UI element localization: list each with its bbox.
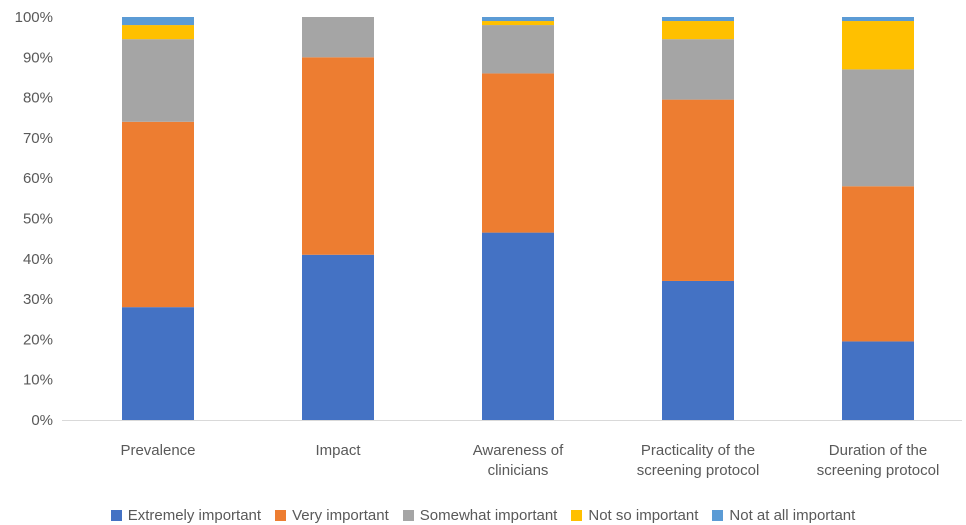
y-tick-label: 60% <box>23 170 53 187</box>
bar-segment <box>842 186 914 342</box>
y-tick-label: 50% <box>23 211 53 228</box>
legend-item: Very important <box>275 507 389 524</box>
x-category-label: screening protocol <box>637 462 760 479</box>
bar-segment <box>302 57 374 255</box>
legend-item: Not at all important <box>712 507 855 524</box>
y-tick-label: 0% <box>31 412 53 429</box>
legend-swatch <box>110 510 122 521</box>
y-tick-label: 70% <box>23 130 53 147</box>
bar-segment <box>482 25 554 74</box>
bar-stacks <box>122 17 914 420</box>
y-tick-label: 20% <box>23 331 53 348</box>
y-tick-label: 10% <box>23 372 53 389</box>
bar-segment <box>122 307 194 420</box>
legend-label: Not so important <box>588 507 699 524</box>
x-category-label: Prevalence <box>120 442 195 459</box>
bar-segment <box>482 21 554 26</box>
bar-segment <box>842 69 914 187</box>
bar-segment <box>662 99 734 281</box>
legend-swatch <box>402 510 414 521</box>
legend-label: Not at all important <box>729 507 856 524</box>
bar-segment <box>482 73 554 233</box>
legend-item: Somewhat important <box>402 507 558 524</box>
legend: Extremely important Very important Somewha… <box>0 506 966 525</box>
bar-segment <box>122 39 194 122</box>
x-category-label: Awareness of <box>473 442 564 459</box>
bar-segment <box>122 17 194 26</box>
x-category-label: Duration of the <box>829 442 927 459</box>
legend-swatch <box>571 510 583 521</box>
legend-item: Extremely important <box>110 507 262 524</box>
bar-segment <box>662 17 734 22</box>
y-axis-tick-labels: 0% 10% 20% 30% 40% 50% 60% 70% 80% 90% 100% <box>15 9 53 429</box>
y-tick-label: 40% <box>23 251 53 268</box>
bar-segment <box>122 121 194 308</box>
legend-label: Somewhat important <box>419 507 558 524</box>
bar-segment <box>662 39 734 100</box>
legend-swatch <box>712 510 724 521</box>
legend-label: Very important <box>292 507 389 524</box>
bar-segment <box>842 341 914 420</box>
bar-segment <box>482 232 554 420</box>
y-tick-label: 30% <box>23 291 53 308</box>
bar-segment <box>842 17 914 22</box>
bar-segment <box>302 17 374 58</box>
bar-segment <box>662 280 734 420</box>
bar-segment <box>122 25 194 40</box>
legend-swatch <box>275 510 287 521</box>
stacked-bar-chart: 0% 10% 20% 30% 40% 50% 60% 70% 80% 90% 100% Preval… <box>15 9 962 479</box>
bar-segment <box>662 21 734 40</box>
x-axis-category-labels: Prevalence Impact Awareness of clinicians Pr… <box>120 442 939 479</box>
legend-label: Extremely important <box>127 507 262 524</box>
x-category-label: Practicality of the <box>641 442 755 459</box>
bar-segment <box>842 21 914 70</box>
y-tick-label: 90% <box>23 49 53 66</box>
bar-segment <box>302 254 374 420</box>
legend-item: Not so important <box>571 507 698 524</box>
y-tick-label: 80% <box>23 90 53 107</box>
x-category-label: Impact <box>315 442 361 459</box>
bar-segment <box>482 17 554 22</box>
y-tick-label: 100% <box>15 9 53 26</box>
x-category-label: screening protocol <box>817 462 940 479</box>
x-category-label: clinicians <box>488 462 549 479</box>
